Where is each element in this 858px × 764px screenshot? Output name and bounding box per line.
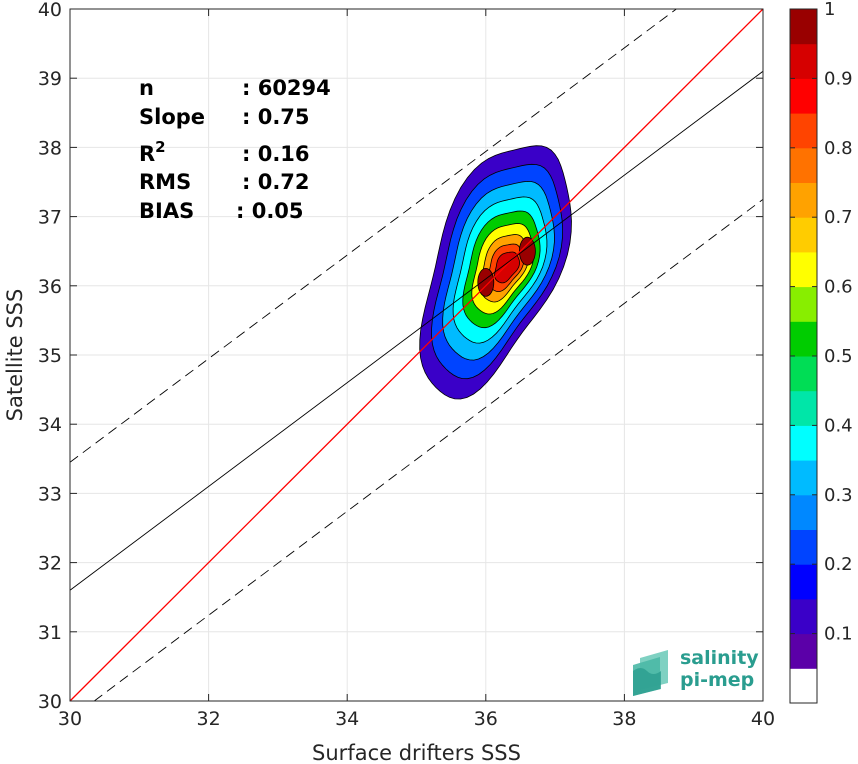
y-axis-label: Satellite SSS — [3, 289, 27, 422]
logo-icon — [633, 650, 668, 696]
stat-label: BIAS — [139, 199, 194, 223]
y-tick-label: 32 — [38, 553, 62, 575]
contour-level — [494, 251, 520, 284]
colorbar-tick-label: 0.7 — [824, 207, 853, 228]
y-tick-label: 35 — [38, 345, 62, 367]
y-tick-label: 34 — [38, 414, 62, 436]
y-tick-label: 33 — [38, 483, 62, 505]
colorbar-tick-label: 0.5 — [824, 346, 853, 367]
reference-lines — [69, 8, 764, 702]
colorbar-segment — [790, 460, 817, 496]
colorbar-segment — [790, 217, 817, 253]
stat-value: : 0.05 — [236, 199, 304, 223]
colorbar: 0.1 0.2 0.3 0.4 0.5 0.6 0.7 0.8 0.9 1 — [789, 0, 853, 704]
colorbar-tick-label: 0.2 — [824, 554, 853, 575]
colorbar-segment — [790, 598, 817, 635]
x-tick-label: 34 — [335, 708, 359, 730]
colorbar-segment — [790, 9, 817, 45]
colorbar-segment — [790, 390, 817, 426]
stat-label-superscript: 2 — [155, 138, 165, 156]
stat-value: : 0.16 — [242, 142, 310, 166]
bound-line — [69, 8, 677, 463]
colorbar-tick-label: 0.4 — [824, 415, 853, 436]
colorbar-segment — [790, 356, 817, 392]
bound-line — [93, 198, 764, 702]
colorbar-tick-label: 0.8 — [824, 138, 853, 159]
y-tick-label: 39 — [38, 68, 62, 90]
axis-ticks: 30 32 34 36 38 40 30 31 32 33 34 35 36 37 38 39 40 — [38, 0, 775, 730]
colorbar-segment — [790, 633, 817, 669]
y-tick-label: 40 — [38, 0, 62, 21]
stat-label: R2 — [139, 138, 166, 166]
colorbar-tick-label: 0.1 — [824, 624, 853, 645]
colorbar-segment — [790, 286, 817, 322]
colorbar-tick-label: 1 — [824, 0, 835, 20]
stat-label: Slope — [139, 105, 205, 129]
x-axis-label: Surface drifters SSS — [312, 741, 521, 764]
colorbar-segment — [790, 43, 817, 79]
statistics-box: n : 60294 Slope : 0.75 R2 : 0.16 RMS : 0.72 BIAS… — [139, 76, 331, 223]
x-tick-label: 38 — [612, 708, 636, 730]
logo-text-line2: pi-mep — [680, 669, 754, 691]
colorbar-segment — [790, 113, 817, 149]
colorbar-segment — [790, 668, 817, 704]
stat-label: RMS — [139, 170, 191, 194]
y-tick-label: 30 — [38, 691, 62, 713]
colorbar-segment — [790, 425, 817, 461]
colorbar-tick-label: 0.9 — [824, 68, 853, 89]
x-tick-label: 30 — [58, 708, 82, 730]
x-tick-label: 40 — [751, 708, 775, 730]
logo-text-line1: salinity — [680, 647, 759, 669]
y-tick-label: 38 — [38, 137, 62, 159]
stat-value: : 0.72 — [242, 170, 310, 194]
colorbar-segment — [790, 321, 817, 357]
y-tick-label: 31 — [38, 622, 62, 644]
salinity-pimep-logo: salinity pi-mep — [633, 647, 759, 696]
contour-peak — [518, 236, 536, 266]
fit-line — [69, 70, 764, 591]
colorbar-tick-label: 0.6 — [824, 277, 853, 298]
colorbar-segment — [790, 529, 817, 565]
y-tick-label: 36 — [38, 276, 62, 298]
colorbar-tick-label: 0.3 — [824, 485, 853, 506]
colorbar-segment — [790, 494, 817, 530]
stat-value: : 0.75 — [242, 105, 310, 129]
colorbar-segment — [790, 564, 817, 600]
colorbar-segment — [790, 147, 817, 183]
x-tick-label: 36 — [474, 708, 498, 730]
stat-label: n — [139, 76, 154, 100]
stat-value: : 60294 — [242, 76, 331, 100]
y-tick-label: 37 — [38, 207, 62, 229]
colorbar-segment — [790, 251, 817, 288]
x-tick-label: 32 — [197, 708, 221, 730]
colorbar-segment — [790, 78, 817, 114]
colorbar-segment — [790, 182, 817, 218]
one-to-one-line — [69, 8, 764, 702]
